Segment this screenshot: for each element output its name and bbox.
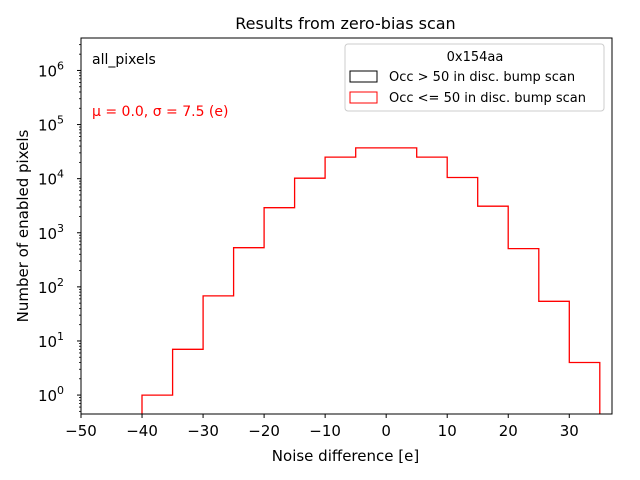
stats-annotation: μ = 0.0, σ = 7.5 (e): [92, 104, 228, 120]
pixel-group-label: all_pixels: [92, 52, 156, 68]
x-axis-ticks: −50 −40 −30 −20 −10 0 10 20 30: [65, 414, 579, 440]
legend-swatch-occ-le-50: [349, 91, 378, 104]
histogram-series-occ-le-50: [141, 147, 601, 414]
legend: 0x154aa Occ > 50 in disc. bump scan Occ …: [344, 43, 605, 112]
x-tick-label: 20: [499, 422, 518, 440]
plot-frame: [80, 37, 613, 415]
x-tick-label: −30: [187, 422, 219, 440]
x-tick-label: 10: [438, 422, 457, 440]
x-tick-label: 30: [560, 422, 579, 440]
x-axis-label: Noise difference [e]: [272, 447, 419, 465]
x-tick-label: −20: [248, 422, 280, 440]
legend-swatch-occ-gt-50: [349, 70, 378, 83]
legend-label-occ-gt-50: Occ > 50 in disc. bump scan: [389, 70, 575, 85]
x-tick-label: 0: [381, 422, 391, 440]
chart-title: Results from zero-bias scan: [235, 14, 455, 33]
legend-label-occ-le-50: Occ <= 50 in disc. bump scan: [389, 91, 586, 106]
legend-box: [344, 43, 605, 112]
x-tick-label: −50: [65, 422, 97, 440]
y-axis-label: Number of enabled pixels: [14, 129, 32, 322]
x-tick-label: −10: [309, 422, 341, 440]
legend-title: 0x154aa: [447, 50, 504, 65]
x-tick-label: −40: [126, 422, 158, 440]
